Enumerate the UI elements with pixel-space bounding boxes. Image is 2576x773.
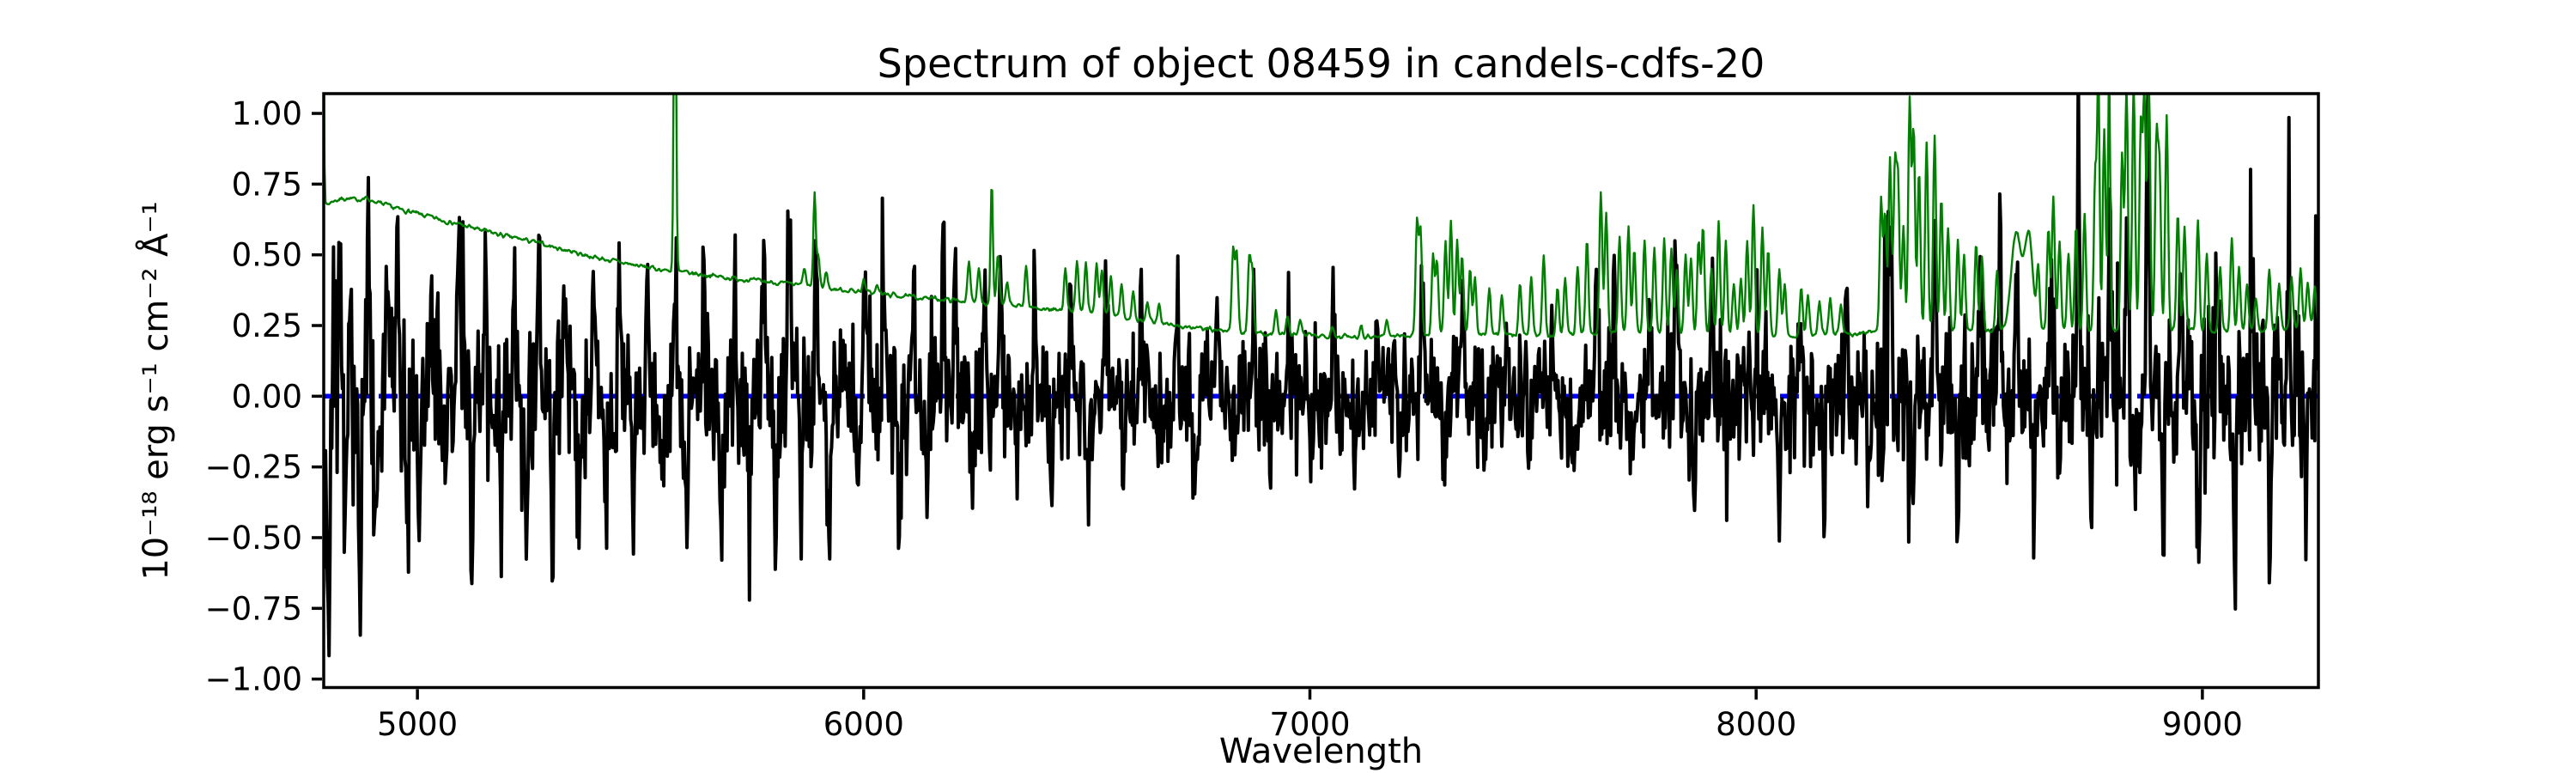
y-tick-label: 0.75 — [232, 166, 302, 203]
x-tick-label: 9000 — [2162, 706, 2243, 743]
y-axis-ticks: 1.00 0.75 0.50 0.25 0.00 −0.25 −0.50 −0.75 −1.00 — [205, 95, 322, 698]
y-tick-label: 0.50 — [232, 237, 302, 274]
x-tick-label: 7000 — [1269, 706, 1350, 743]
plot-title: Spectrum of object 08459 in candels-cdfs… — [878, 40, 1765, 87]
x-tick-label: 6000 — [823, 706, 904, 743]
plot-data-area — [324, 94, 2318, 658]
x-tick-label: 8000 — [1716, 706, 1796, 743]
flux-curve — [324, 94, 2318, 658]
x-tick-label: 5000 — [377, 706, 458, 743]
y-tick-label: −0.50 — [205, 520, 302, 557]
y-tick-label: −1.00 — [205, 661, 302, 698]
y-tick-label: 0.00 — [232, 378, 302, 415]
x-axis-label: Wavelength — [1219, 732, 1423, 771]
x-axis-ticks: 5000 6000 7000 8000 9000 — [377, 689, 2243, 743]
y-tick-label: −0.75 — [205, 590, 302, 627]
y-tick-label: −0.25 — [205, 449, 302, 486]
plot-border — [322, 92, 2320, 690]
y-tick-label: 1.00 — [232, 95, 302, 132]
y-axis-label: 10⁻¹⁸ erg s⁻¹ cm⁻² Å⁻¹ — [135, 201, 176, 580]
y-tick-label: 0.25 — [232, 307, 302, 344]
noise-spectrum-curve — [324, 94, 2318, 340]
